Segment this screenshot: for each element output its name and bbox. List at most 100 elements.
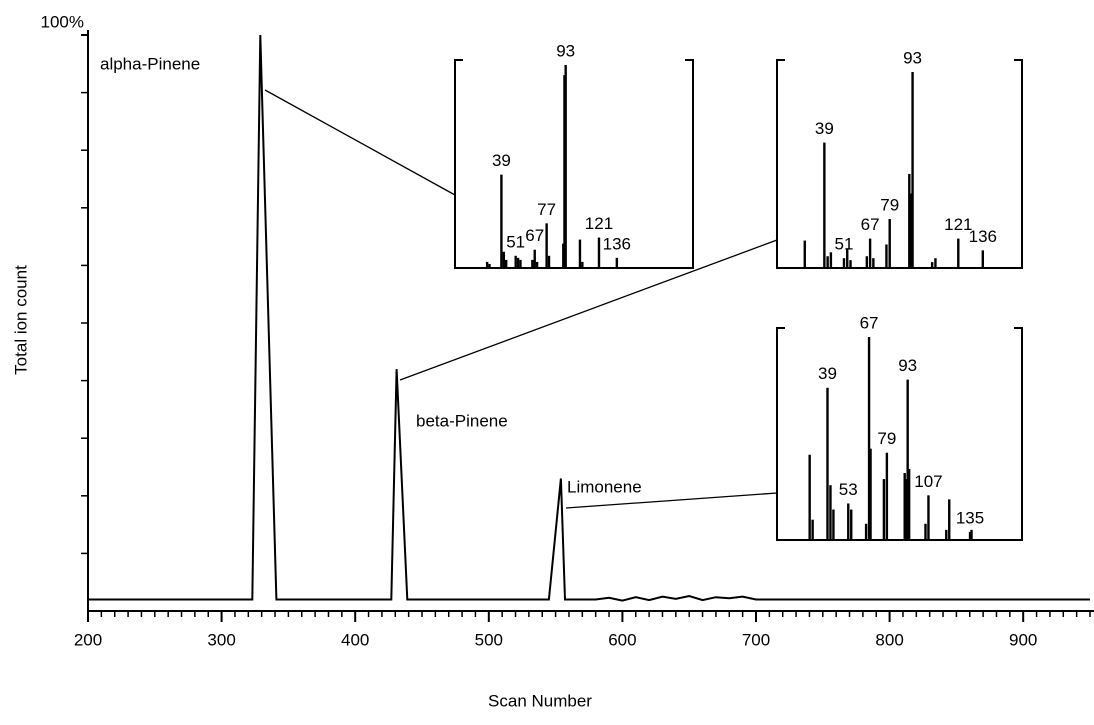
peak-label: 39 (492, 151, 511, 170)
spectrum-peak (803, 240, 806, 268)
spectrum-peak (945, 529, 948, 540)
spectrum-peak (849, 260, 852, 268)
spectrum-peak (948, 499, 951, 540)
peak-label: 121 (944, 215, 972, 234)
spectrum-peak (911, 72, 914, 268)
x-tick-label: 600 (608, 630, 636, 649)
spectrum-peak (934, 258, 937, 268)
x-tick-label: 200 (74, 630, 102, 649)
peak-label: 67 (525, 226, 544, 245)
peak-label: 39 (818, 364, 837, 383)
spectrum-peak (545, 223, 548, 268)
x-tick-label: 900 (1009, 630, 1037, 649)
spectrum-peak (535, 261, 539, 268)
spectrum-peak (514, 255, 517, 268)
spectrum-peak (533, 249, 536, 268)
trace-line (88, 34, 1090, 602)
spectrum-peak (615, 257, 619, 268)
spectrum-peak (872, 258, 875, 268)
spectrum-peak (811, 519, 814, 540)
y-tick-label: 100% (41, 12, 84, 31)
spectrum-peak (885, 244, 888, 268)
spectrum-peak (547, 255, 551, 268)
inset-frame (776, 59, 1023, 269)
spectrum-peak (888, 219, 891, 268)
peak-label: 67 (861, 215, 880, 234)
spectrum-peak (908, 173, 911, 268)
peak-label: 93 (556, 41, 575, 60)
spectrum-peak (850, 509, 853, 540)
x-tick-label: 800 (875, 630, 903, 649)
inset-frame (454, 59, 694, 269)
spectrum-peak (823, 142, 826, 268)
peak-label: 67 (860, 313, 879, 332)
peak-label: 51 (506, 232, 525, 251)
spectrum-peak (597, 237, 601, 268)
spectrum-peak (488, 263, 491, 268)
spectrum-peak (829, 252, 833, 268)
spectrum-peak (930, 262, 934, 268)
callout-line (264, 89, 456, 196)
spectrum-peak (864, 523, 868, 540)
peak-label: 136 (603, 234, 631, 253)
spectrum-peak (867, 337, 871, 540)
spectrum-peak (826, 387, 829, 540)
spectrum-peak (846, 248, 849, 268)
spectrum-peak (516, 257, 520, 268)
spectrum-peak (808, 454, 811, 540)
spectrum-peak (500, 174, 503, 268)
peak-label: 77 (537, 200, 556, 219)
spectrum-peak (832, 509, 835, 540)
spectrum-peak (927, 495, 930, 540)
peak-label: 135 (956, 508, 984, 527)
spectrum-peak (485, 261, 489, 268)
x-tick-label: 500 (475, 630, 503, 649)
x-tick-label: 400 (341, 630, 369, 649)
peak-label: 53 (839, 480, 858, 499)
spectrum-peak (907, 468, 911, 540)
spectrum-peak (564, 65, 567, 268)
spectrum-peak (826, 256, 829, 268)
spectrum-peak (829, 485, 832, 540)
spectrum-peak (909, 193, 913, 268)
peak-label: 79 (880, 195, 899, 214)
peak-label: 79 (877, 429, 896, 448)
spectrum-peak (903, 473, 906, 540)
peak-label: 136 (969, 227, 997, 246)
spectrum-peak (981, 250, 984, 268)
inset-frame (776, 327, 1023, 541)
peak-label: 93 (898, 356, 917, 375)
spectrum-peak (968, 531, 972, 540)
spectrum-peak (578, 239, 582, 268)
spectrum-peak (531, 259, 534, 268)
spectrum-peak (970, 529, 973, 540)
spectrum-peak (865, 256, 869, 268)
y-axis-label: Total ion count (11, 265, 30, 375)
peak-label: 39 (815, 119, 834, 138)
x-tick-label: 300 (207, 630, 235, 649)
spectrum-peak (882, 479, 886, 540)
peak-label: 121 (585, 214, 613, 233)
spectrum-peak (957, 238, 960, 268)
spectrum-peak (581, 261, 584, 268)
peak-annotation: Limonene (567, 477, 642, 496)
spectrum-peak (842, 258, 846, 268)
spectrum-peak (885, 452, 889, 540)
spectrum-peak (502, 251, 505, 268)
spectrum-peak (847, 503, 850, 540)
peak-label: 51 (835, 235, 854, 254)
spectrum-peak (869, 448, 872, 540)
spectrum-peak (904, 479, 908, 540)
x-axis-label: Scan Number (488, 691, 592, 710)
callout-line (565, 492, 778, 509)
peak-annotation: beta-Pinene (416, 411, 508, 430)
peak-label: 107 (914, 472, 942, 491)
x-tick-label: 700 (742, 630, 770, 649)
callout-line (399, 239, 778, 381)
spectrum-peak (504, 259, 508, 268)
spectrum-peak (924, 523, 927, 540)
peak-annotation: alpha-Pinene (100, 54, 200, 73)
spectrum-peak (868, 238, 872, 268)
spectrum-peak (519, 259, 522, 268)
